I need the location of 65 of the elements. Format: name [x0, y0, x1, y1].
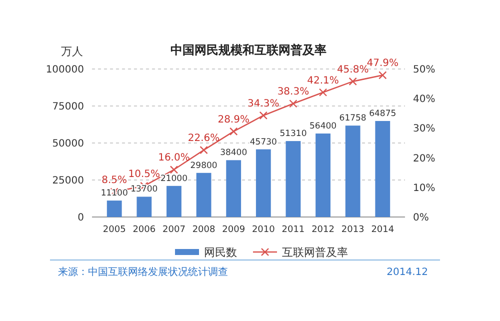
- data-label: 38.3%: [277, 86, 310, 98]
- chart-title: 中国网民规模和互联网普及率: [170, 43, 326, 57]
- data-label: 10.5%: [128, 168, 160, 180]
- data-label: 45730: [250, 137, 277, 148]
- legend-label: 互联网普及率: [282, 246, 348, 259]
- data-label: 51310: [280, 129, 307, 140]
- x-tick-label: 2009: [222, 225, 246, 235]
- bar: [106, 200, 122, 217]
- y2-tick-label: 10%: [413, 182, 436, 194]
- bar: [256, 149, 271, 217]
- x-tick-label: 2007: [162, 225, 186, 235]
- bar: [226, 160, 242, 217]
- data-label: 45.8%: [336, 64, 369, 76]
- x-tick-label: 2013: [341, 225, 364, 235]
- y-tick-label: 100000: [46, 64, 84, 76]
- data-label: 34.3%: [248, 98, 280, 110]
- point: [289, 100, 298, 108]
- y-axis-title: 万人: [61, 45, 83, 58]
- x-tick-label: 2005: [102, 225, 126, 235]
- data-label: 42.1%: [307, 75, 339, 86]
- y-tick-label: 25000: [52, 176, 84, 186]
- y-tick-label: 0: [78, 212, 84, 224]
- x-tick-label: 2012: [312, 225, 334, 235]
- point: [229, 127, 238, 136]
- point: [378, 71, 387, 80]
- point: [348, 77, 357, 86]
- data-label: 21000: [160, 174, 188, 184]
- x-tick-label: 2014: [371, 225, 394, 235]
- source-note: 来源：中国互联网络发展状况统计调查: [58, 266, 228, 278]
- data-label: 61758: [339, 114, 366, 124]
- data-label: 64875: [369, 108, 396, 119]
- bar: [166, 186, 182, 217]
- y2-tick-label: 50%: [413, 64, 436, 76]
- y-tick-label: 75000: [52, 102, 84, 112]
- point: [170, 166, 178, 174]
- data-label: 56400: [310, 122, 337, 132]
- text: 2014.12: [386, 267, 428, 278]
- data-label: 22.6%: [188, 133, 220, 144]
- bar: [375, 120, 390, 217]
- y2-tick-label: 0%: [413, 212, 429, 224]
- x-tick-label: 2008: [192, 225, 216, 235]
- point: [318, 88, 328, 96]
- x-tick-label: 2011: [282, 225, 305, 235]
- legend-label: 网民数: [204, 246, 237, 259]
- bar: [136, 196, 152, 217]
- point: [200, 146, 208, 154]
- data-label: 13700: [130, 184, 158, 195]
- data-label: 8.5%: [102, 174, 128, 186]
- point: [259, 111, 268, 120]
- y-tick-label: 50000: [52, 138, 84, 150]
- data-label: 29800: [190, 160, 218, 171]
- bar: [345, 126, 360, 217]
- data-label: 16.0%: [158, 152, 190, 164]
- y2-tick-label: 40%: [413, 94, 436, 106]
- data-label: 11100: [100, 188, 128, 199]
- bar: [196, 172, 212, 217]
- data-label: 38400: [220, 148, 248, 158]
- y2-tick-label: 20%: [413, 153, 436, 164]
- data-label: 47.9%: [366, 58, 399, 70]
- data-label: 28.9%: [218, 114, 250, 126]
- bar: [286, 141, 301, 217]
- y2-tick-label: 30%: [413, 124, 436, 135]
- x-tick-label: 2006: [132, 225, 156, 235]
- x-tick-label: 2010: [252, 225, 276, 235]
- bar: [316, 134, 330, 217]
